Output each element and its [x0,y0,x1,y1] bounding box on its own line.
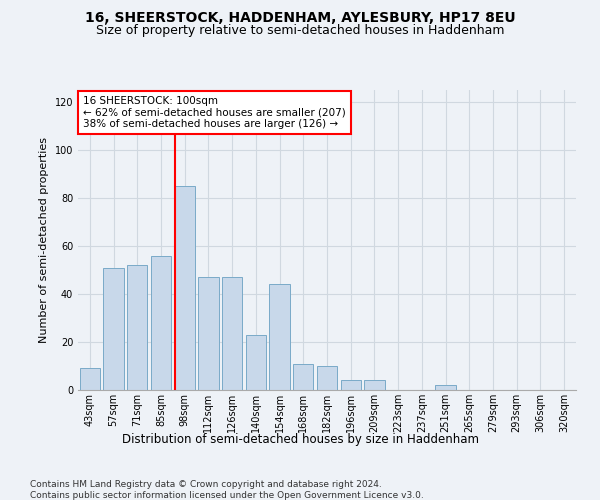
Bar [246,335,266,390]
Bar [103,268,124,390]
Bar [222,277,242,390]
Text: 16, SHEERSTOCK, HADDENHAM, AYLESBURY, HP17 8EU: 16, SHEERSTOCK, HADDENHAM, AYLESBURY, HP… [85,11,515,25]
Text: 16 SHEERSTOCK: 100sqm
← 62% of semi-detached houses are smaller (207)
38% of sem: 16 SHEERSTOCK: 100sqm ← 62% of semi-deta… [83,96,346,129]
Text: Contains HM Land Registry data © Crown copyright and database right 2024.
Contai: Contains HM Land Registry data © Crown c… [30,480,424,500]
Bar [317,366,337,390]
Text: Distribution of semi-detached houses by size in Haddenham: Distribution of semi-detached houses by … [121,432,479,446]
Bar [293,364,313,390]
Bar [364,380,385,390]
Y-axis label: Number of semi-detached properties: Number of semi-detached properties [39,137,49,343]
Bar [341,380,361,390]
Text: Size of property relative to semi-detached houses in Haddenham: Size of property relative to semi-detach… [96,24,504,37]
Bar [151,256,171,390]
Bar [127,265,148,390]
Bar [436,385,455,390]
Bar [175,186,195,390]
Bar [269,284,290,390]
Bar [199,277,218,390]
Bar [80,368,100,390]
